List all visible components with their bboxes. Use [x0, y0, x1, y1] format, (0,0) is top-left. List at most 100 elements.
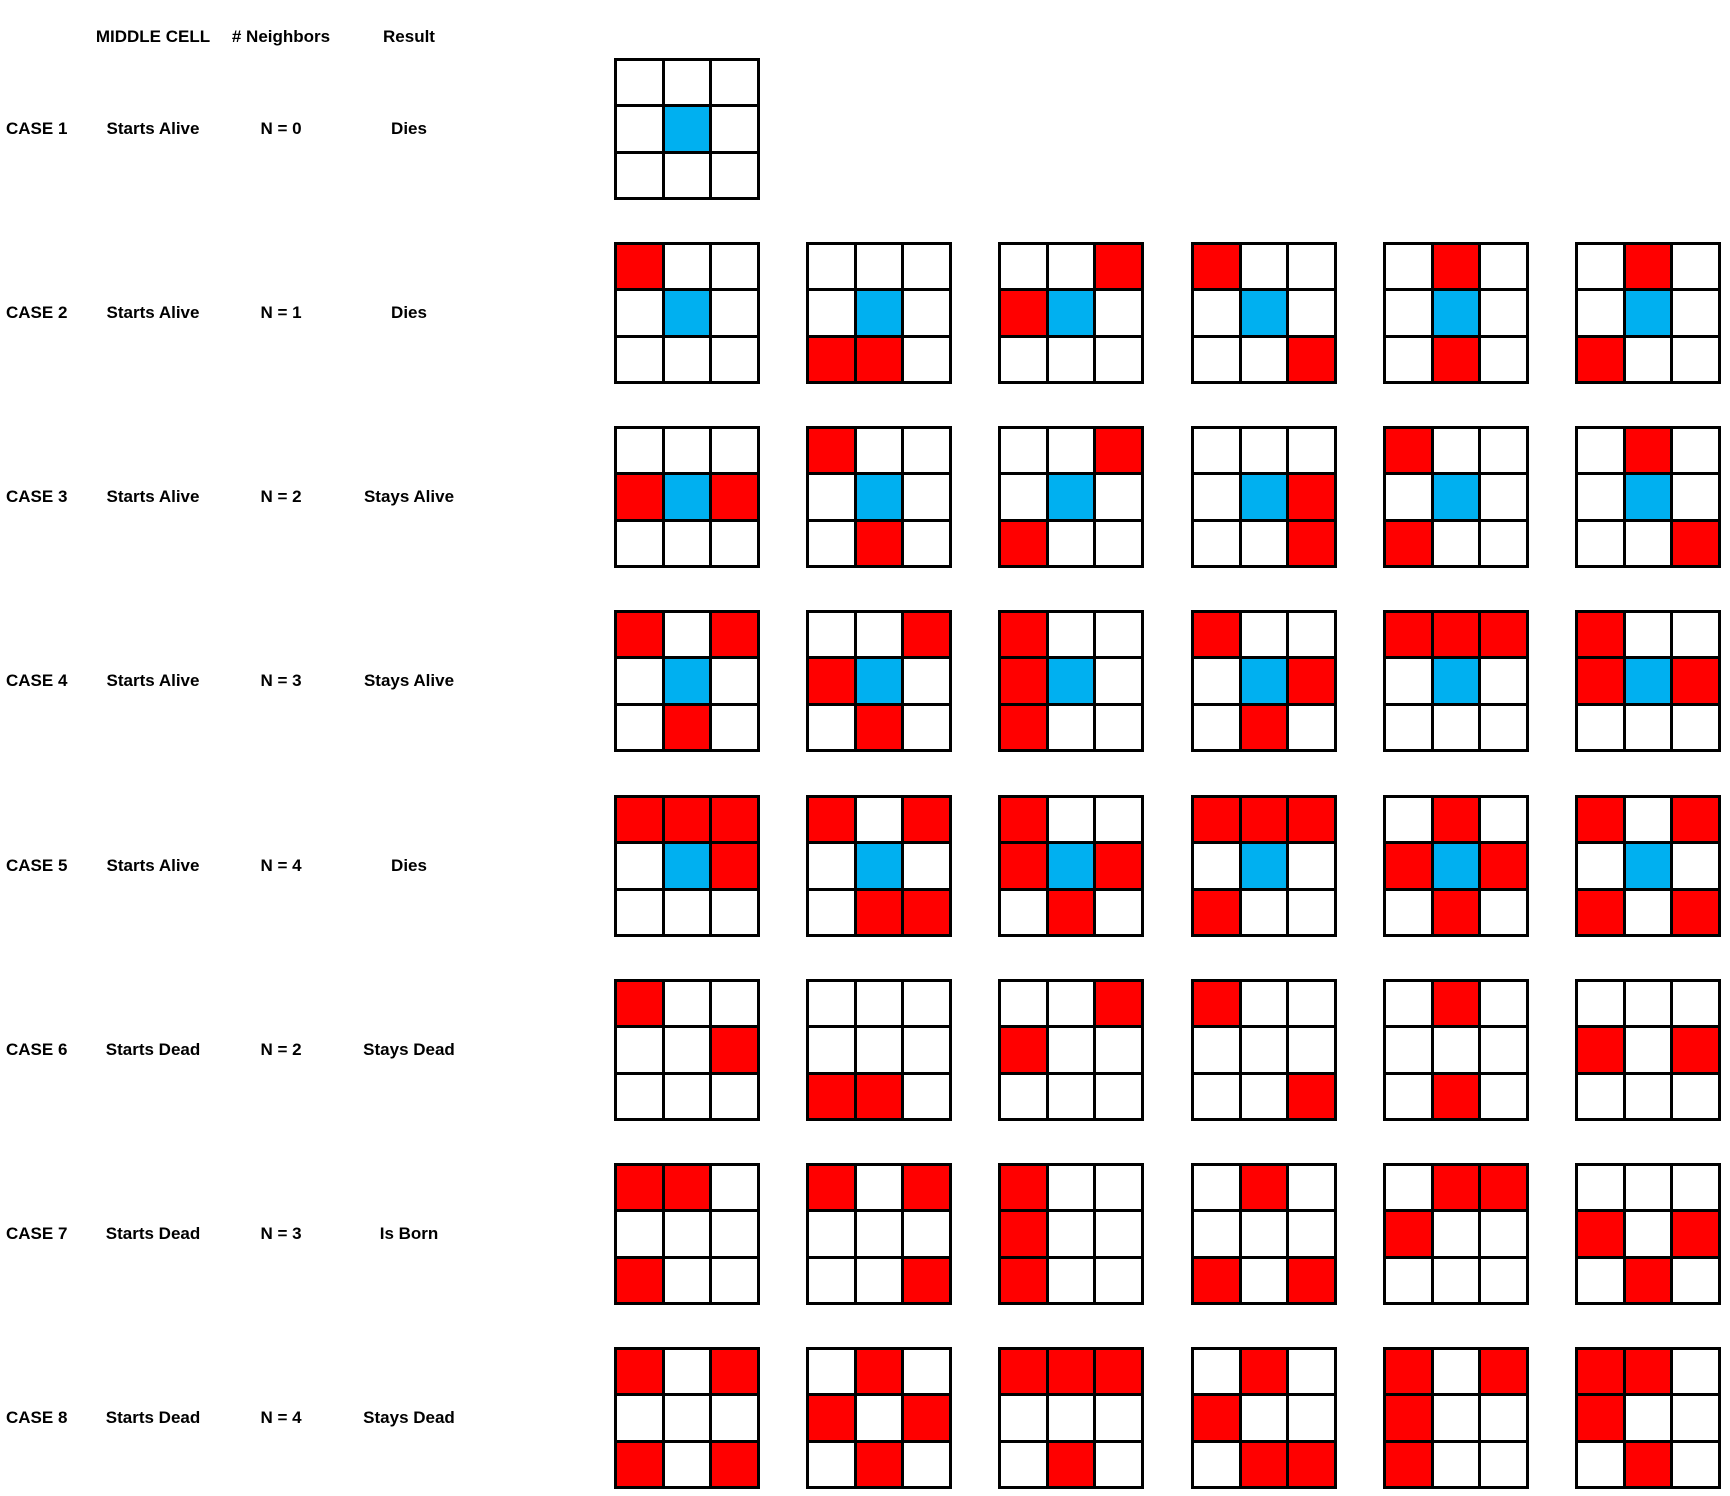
empty-cell [664, 1212, 710, 1256]
empty-cell [856, 1258, 902, 1302]
empty-cell [664, 521, 710, 565]
alive-neighbor-cell [1433, 613, 1479, 657]
empty-cell [1194, 291, 1239, 335]
empty-cell [712, 1212, 757, 1256]
empty-cell [1194, 1028, 1239, 1072]
empty-cell [1481, 890, 1526, 934]
alive-middle-cell [1048, 659, 1094, 703]
case-label: CASE 8 [6, 1408, 68, 1427]
alive-neighbor-cell [1625, 245, 1671, 289]
alive-neighbor-cell [712, 844, 757, 888]
alive-neighbor-cell [1194, 1396, 1239, 1440]
empty-cell [856, 1028, 902, 1072]
empty-cell [617, 1074, 662, 1118]
alive-neighbor-cell [809, 659, 854, 703]
neighborhood-grid [998, 979, 1144, 1121]
alive-neighbor-cell [1048, 890, 1094, 934]
empty-cell [1481, 245, 1526, 289]
empty-cell [664, 613, 710, 657]
empty-cell [664, 245, 710, 289]
neighborhood-grid [1575, 1163, 1721, 1305]
alive-neighbor-cell [1289, 475, 1334, 519]
empty-cell [1048, 521, 1094, 565]
alive-neighbor-cell [712, 1028, 757, 1072]
alive-middle-cell [1625, 475, 1671, 519]
alive-neighbor-cell [1096, 429, 1141, 473]
case-label: CASE 2 [6, 303, 68, 322]
empty-cell [1481, 1396, 1526, 1440]
empty-cell [1578, 705, 1623, 749]
alive-neighbor-cell [1433, 982, 1479, 1026]
alive-neighbor-cell [1001, 844, 1046, 888]
empty-cell [664, 1028, 710, 1072]
alive-neighbor-cell [1578, 1396, 1623, 1440]
alive-middle-cell [664, 659, 710, 703]
empty-cell [1625, 798, 1671, 842]
empty-cell [1048, 429, 1094, 473]
empty-cell [1289, 890, 1334, 934]
empty-cell [1673, 1166, 1718, 1210]
result-text: Dies [391, 303, 427, 322]
alive-neighbor-cell [1096, 844, 1141, 888]
alive-middle-cell [1241, 844, 1287, 888]
empty-cell [809, 844, 854, 888]
alive-neighbor-cell [1194, 245, 1239, 289]
empty-cell [1289, 245, 1334, 289]
empty-cell [1241, 1212, 1287, 1256]
empty-cell [1194, 1442, 1239, 1486]
empty-cell [1096, 890, 1141, 934]
alive-neighbor-cell [1194, 982, 1239, 1026]
empty-cell [1289, 1350, 1334, 1394]
neighborhood-grid [806, 979, 952, 1121]
neighborhood-grid [998, 1163, 1144, 1305]
neighbor-count: N = 1 [260, 303, 302, 322]
middle-cell-state: Starts Dead [105, 1040, 201, 1059]
empty-cell [856, 245, 902, 289]
empty-cell [1673, 337, 1718, 381]
neighborhood-grid [806, 1347, 952, 1489]
alive-middle-cell [1433, 475, 1479, 519]
alive-neighbor-cell [1386, 844, 1431, 888]
neighborhood-grid [1383, 979, 1529, 1121]
empty-cell [1481, 1074, 1526, 1118]
empty-cell [1673, 1258, 1718, 1302]
empty-cell [1386, 982, 1431, 1026]
empty-cell [856, 982, 902, 1026]
neighborhood-grid [614, 426, 760, 568]
alive-neighbor-cell [1241, 1166, 1287, 1210]
alive-middle-cell [1433, 659, 1479, 703]
alive-neighbor-cell [1386, 1396, 1431, 1440]
alive-neighbor-cell [1481, 1350, 1526, 1394]
alive-neighbor-cell [1194, 798, 1239, 842]
empty-cell [664, 337, 710, 381]
alive-neighbor-cell [1481, 613, 1526, 657]
empty-cell [1096, 798, 1141, 842]
alive-neighbor-cell [617, 1442, 662, 1486]
neighborhood-grid [1383, 242, 1529, 384]
alive-neighbor-cell [1001, 1350, 1046, 1394]
empty-cell [1481, 1028, 1526, 1072]
empty-cell [1194, 659, 1239, 703]
alive-neighbor-cell [1289, 1074, 1334, 1118]
empty-cell [1289, 1396, 1334, 1440]
case-label: CASE 1 [6, 119, 68, 138]
header-middle-cell: MIDDLE CELL [95, 27, 211, 46]
empty-cell [856, 429, 902, 473]
header-result: Result [383, 27, 435, 46]
alive-middle-cell [1625, 844, 1671, 888]
empty-cell [1194, 1074, 1239, 1118]
empty-cell [664, 982, 710, 1026]
empty-cell [712, 245, 757, 289]
alive-neighbor-cell [1001, 798, 1046, 842]
alive-middle-cell [1625, 291, 1671, 335]
alive-neighbor-cell [1433, 890, 1479, 934]
neighbor-count: N = 4 [260, 1408, 302, 1427]
header-neighbors: # Neighbors [231, 27, 331, 46]
alive-neighbor-cell [1289, 1258, 1334, 1302]
neighborhood-grid [1191, 795, 1337, 937]
alive-neighbor-cell [1001, 659, 1046, 703]
middle-cell-state: Starts Dead [105, 1224, 201, 1243]
empty-cell [712, 1074, 757, 1118]
empty-cell [809, 1028, 854, 1072]
empty-cell [1481, 429, 1526, 473]
